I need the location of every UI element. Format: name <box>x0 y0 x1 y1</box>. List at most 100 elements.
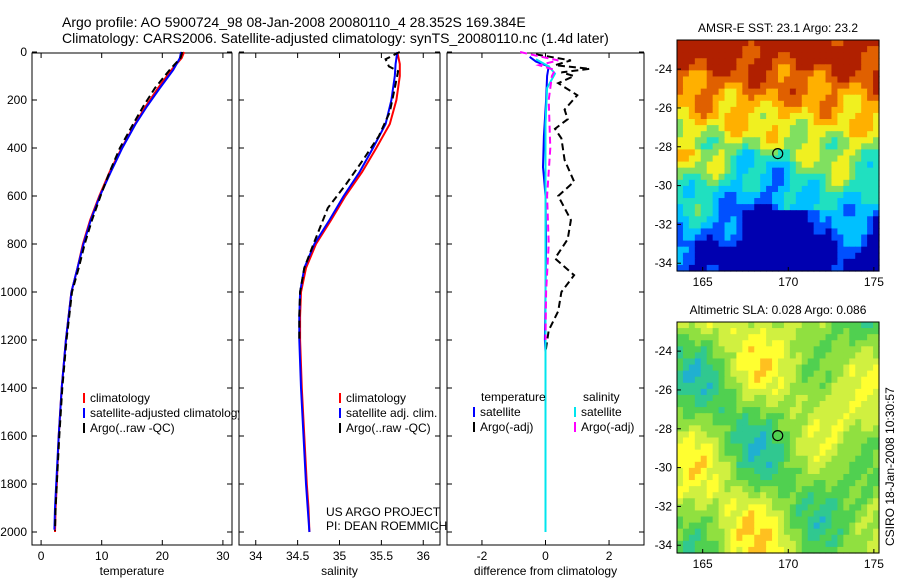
map-cell <box>831 467 839 475</box>
map-cell <box>700 246 708 254</box>
map-cell <box>795 94 803 102</box>
map-cell <box>682 167 690 175</box>
map-cell <box>742 198 749 205</box>
map-cell <box>700 352 708 360</box>
map-cell <box>861 131 868 138</box>
map-cell <box>724 40 732 47</box>
map-cell <box>801 228 809 236</box>
map-cell <box>861 252 868 260</box>
map-cell <box>748 401 755 408</box>
legend-heading: salinity <box>583 390 620 404</box>
map-cell <box>718 119 726 126</box>
map-cell <box>754 264 761 272</box>
map-cell <box>778 376 785 384</box>
map-cell <box>813 94 821 102</box>
map-cell <box>736 204 743 211</box>
map-cell <box>813 534 821 542</box>
map-cell <box>831 210 839 217</box>
map-cell <box>861 401 868 408</box>
map-cell <box>736 252 743 260</box>
map-cell <box>783 131 791 138</box>
map-cell <box>682 234 690 242</box>
map-cell <box>682 510 690 518</box>
map-cell <box>813 443 821 451</box>
map-cell <box>795 210 803 217</box>
map-cell <box>789 173 797 181</box>
map-cell <box>778 94 785 102</box>
map-cell <box>825 52 833 59</box>
map-cell <box>677 155 684 163</box>
map-cell <box>795 401 803 408</box>
map-cell <box>789 191 797 199</box>
map-cell <box>724 492 732 499</box>
map-cell <box>789 413 797 420</box>
map-cell <box>754 252 761 260</box>
map-cell <box>861 510 868 518</box>
map-cell <box>718 94 726 102</box>
map-cell <box>766 228 773 236</box>
map-cell <box>783 334 791 341</box>
map-cell <box>718 425 726 433</box>
map-cell <box>742 473 749 481</box>
map-cell <box>736 340 743 347</box>
map-cell <box>801 382 809 390</box>
map-cell <box>867 58 874 65</box>
map-cell <box>748 376 755 384</box>
map-cell <box>682 100 690 108</box>
map-cell <box>861 352 868 360</box>
map-cell <box>682 540 690 548</box>
map-cell <box>754 191 761 199</box>
map-cell <box>706 185 714 193</box>
map-cell <box>742 413 749 420</box>
map-cell <box>831 498 839 505</box>
map-cell <box>682 382 690 390</box>
map-cell <box>700 546 708 554</box>
map-cell <box>682 534 690 542</box>
map-cell <box>789 198 797 205</box>
map-cell <box>795 467 803 475</box>
map-cell <box>801 504 809 512</box>
map-cell <box>831 137 839 144</box>
map-cell <box>730 492 738 499</box>
map-cell <box>825 394 833 402</box>
map-cell <box>843 246 850 254</box>
map-cell <box>712 228 720 236</box>
map-cell <box>795 364 803 372</box>
map-cell <box>849 358 856 366</box>
map-cell <box>724 510 732 518</box>
map-cell <box>754 125 761 132</box>
map-cell <box>742 492 749 499</box>
map-cell <box>778 210 785 217</box>
map-cell <box>706 216 714 223</box>
map-cell <box>849 64 856 71</box>
map-cell <box>700 40 708 47</box>
map-cell <box>873 504 880 512</box>
map-cell <box>778 100 785 108</box>
map-cell <box>807 388 815 396</box>
map-cell <box>742 455 749 463</box>
map-cell <box>819 322 827 329</box>
map-cell <box>724 222 732 230</box>
map-cell <box>861 167 868 175</box>
map-cell <box>688 137 696 144</box>
map-cell <box>849 364 856 372</box>
map-cell <box>736 540 743 548</box>
map-cell <box>706 173 714 181</box>
map-cell <box>795 546 803 554</box>
map-cell <box>837 234 844 242</box>
map-cell <box>736 258 743 266</box>
map-cell <box>819 106 827 114</box>
map-cell <box>736 240 743 248</box>
map-cell <box>825 498 833 505</box>
map-cell <box>688 370 696 378</box>
map-cell <box>742 486 749 493</box>
map-cell <box>748 94 755 102</box>
map-cell <box>778 364 785 372</box>
map-cell <box>783 40 791 47</box>
map-cell <box>724 94 732 102</box>
map-cell <box>837 480 844 487</box>
map-cell <box>742 352 749 360</box>
map-cell <box>730 473 738 481</box>
map-cell <box>831 222 839 230</box>
map-cell <box>867 161 874 169</box>
